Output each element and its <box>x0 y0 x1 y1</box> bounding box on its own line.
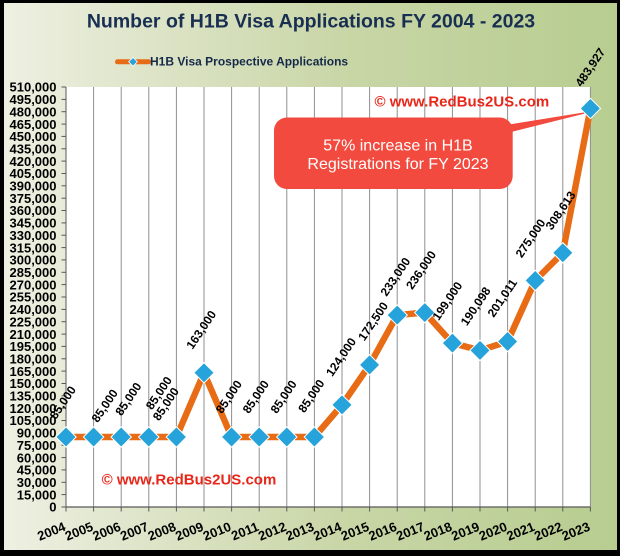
svg-text:465,000: 465,000 <box>10 117 57 132</box>
svg-text:360,000: 360,000 <box>10 203 57 218</box>
svg-text:435,000: 435,000 <box>10 142 57 157</box>
svg-text:75,000: 75,000 <box>17 438 57 453</box>
svg-text:195,000: 195,000 <box>10 339 57 354</box>
svg-text:420,000: 420,000 <box>10 154 57 169</box>
svg-text:Registrations for FY 2023: Registrations for FY 2023 <box>307 156 488 173</box>
svg-text:60,000: 60,000 <box>17 450 57 465</box>
svg-text:30,000: 30,000 <box>17 475 57 490</box>
svg-text:180,000: 180,000 <box>10 352 57 367</box>
svg-text:210,000: 210,000 <box>10 327 57 342</box>
svg-text:285,000: 285,000 <box>10 265 57 280</box>
svg-text:57% increase in H1B: 57% increase in H1B <box>323 138 472 155</box>
svg-text:H1B Visa Prospective Applicati: H1B Visa Prospective Applications <box>150 55 348 69</box>
svg-text:165,000: 165,000 <box>10 364 57 379</box>
svg-text:390,000: 390,000 <box>10 179 57 194</box>
svg-text:375,000: 375,000 <box>10 191 57 206</box>
svg-text:225,000: 225,000 <box>10 314 57 329</box>
svg-text:2023: 2023 <box>560 519 592 544</box>
svg-text:120,000: 120,000 <box>10 401 57 416</box>
svg-text:15,000: 15,000 <box>17 487 57 502</box>
svg-text:2010: 2010 <box>201 519 233 544</box>
svg-text:510,000: 510,000 <box>10 80 57 95</box>
svg-text:270,000: 270,000 <box>10 277 57 292</box>
svg-text:© www.RedBus2US.com: © www.RedBus2US.com <box>375 94 550 111</box>
svg-text:480,000: 480,000 <box>10 104 57 119</box>
svg-text:135,000: 135,000 <box>10 389 57 404</box>
svg-text:300,000: 300,000 <box>10 253 57 268</box>
svg-text:483,927: 483,927 <box>572 45 608 89</box>
svg-text:405,000: 405,000 <box>10 166 57 181</box>
svg-text:240,000: 240,000 <box>10 302 57 317</box>
svg-text:90,000: 90,000 <box>17 426 57 441</box>
svg-text:0: 0 <box>49 500 56 515</box>
svg-text:495,000: 495,000 <box>10 92 57 107</box>
svg-text:Number of H1B Visa Application: Number of H1B Visa Applications FY 2004 … <box>87 11 535 33</box>
svg-text:345,000: 345,000 <box>10 216 57 231</box>
svg-text:45,000: 45,000 <box>17 463 57 478</box>
svg-text:105,000: 105,000 <box>10 413 57 428</box>
svg-text:315,000: 315,000 <box>10 240 57 255</box>
svg-text:450,000: 450,000 <box>10 129 57 144</box>
svg-text:255,000: 255,000 <box>10 290 57 305</box>
svg-text:330,000: 330,000 <box>10 228 57 243</box>
svg-text:© www.RedBus2US.com: © www.RedBus2US.com <box>102 472 277 489</box>
svg-text:150,000: 150,000 <box>10 376 57 391</box>
